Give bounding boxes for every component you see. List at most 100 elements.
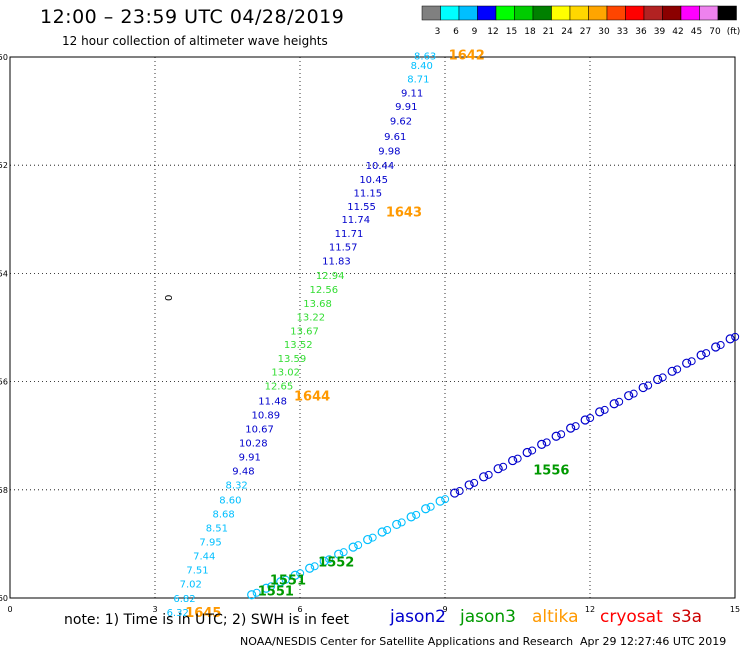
track-point: [711, 342, 721, 352]
track-point: [595, 407, 605, 417]
track-point: [354, 541, 363, 550]
track-point: [653, 374, 663, 385]
track-point: [267, 582, 276, 591]
colorbar-label: 27: [580, 27, 591, 37]
track-point: [702, 349, 711, 358]
track-point: [310, 562, 319, 571]
track-time-label: 1552: [318, 556, 354, 571]
track-point: [522, 447, 532, 458]
track-point: [624, 391, 634, 401]
track-point: [508, 455, 518, 466]
colorbar-swatch: [440, 5, 460, 21]
y-tick-label: -58: [0, 486, 8, 495]
track-point: [464, 480, 474, 490]
swh-value-label: 11.57: [329, 243, 358, 254]
colorbar-label: (ft): [727, 27, 740, 37]
track-point: [557, 430, 566, 439]
track-point: [629, 389, 638, 398]
swh-value-label: 13.59: [278, 354, 307, 365]
colorbar-swatch: [625, 5, 645, 21]
track-point: [406, 512, 416, 522]
colorbar-swatch: [421, 5, 441, 21]
x-tick-label: 9: [442, 605, 447, 614]
colorbar-label: 39: [654, 27, 666, 37]
colorbar-label: 70: [709, 27, 721, 37]
track-point: [377, 527, 387, 537]
colorbar-label: 18: [524, 27, 536, 37]
track-point: [609, 399, 619, 409]
colorbar-swatch: [643, 5, 663, 21]
swh-value-label: 11.15: [354, 189, 383, 200]
colorbar-swatch: [699, 5, 719, 21]
swh-value-label: 9.11: [401, 88, 423, 99]
track-point: [716, 340, 725, 349]
track-point: [325, 555, 334, 564]
track-point: [348, 542, 358, 552]
plot-frame: [9, 56, 736, 599]
track-point: [305, 563, 315, 573]
colorbar-label: 36: [635, 27, 647, 37]
swh-value-label: 7.02: [180, 580, 202, 591]
track-point: [397, 518, 406, 527]
y-tick-label: -52: [0, 161, 8, 170]
track-point: [493, 464, 503, 474]
footer-timestamp: Apr 29 12:27:46 UTC 2019: [580, 635, 727, 648]
track-point: [600, 405, 609, 414]
x-tick-label: 3: [152, 605, 157, 614]
colorbar: 3 6 9 12 15 18 21 24 27 30 33 36 39 42 45 70 (ft): [421, 5, 740, 37]
colorbar-label: 21: [543, 27, 554, 37]
track-point: [499, 462, 508, 471]
track-point: [667, 366, 677, 376]
track-point: [441, 495, 450, 504]
swh-value-label: 12.94: [316, 271, 345, 282]
track-point: [682, 358, 692, 368]
track-point: [339, 548, 348, 557]
track-point: [247, 590, 257, 600]
swh-value-label: 9.48: [232, 467, 254, 478]
track-point: [319, 556, 329, 566]
track-point: [412, 510, 421, 519]
colorbar-swatch: [551, 5, 571, 21]
colorbar-swatch: [514, 5, 534, 21]
legend-item-cryosat: cryosat: [600, 607, 663, 627]
footer-credit: NOAA/NESDIS Center for Satellite Applica…: [240, 635, 574, 648]
swh-value-label: 10.44: [366, 161, 395, 172]
swh-value-label: 8.40: [411, 61, 433, 72]
swh-value-label: 7.44: [193, 552, 215, 563]
swh-value-label: 8.68: [212, 509, 234, 520]
track-point: [580, 415, 590, 425]
track-point: [421, 504, 431, 514]
track-point: [450, 488, 460, 498]
swh-value-label: 9.62: [390, 117, 412, 128]
colorbar-label: 33: [617, 27, 628, 37]
colorbar-swatch: [588, 5, 608, 21]
swh-value-label: 13.67: [290, 327, 319, 338]
x-tick-label: 12: [585, 605, 595, 614]
swh-value-label: 9.91: [239, 453, 261, 464]
track-point: [276, 577, 286, 587]
track-time-label: 1642: [449, 49, 485, 64]
colorbar-label: 42: [672, 27, 683, 37]
track-point: [644, 381, 653, 390]
track-point: [435, 496, 445, 506]
track-point: [528, 446, 537, 455]
track-point: [261, 583, 271, 593]
page-title: 12:00 – 23:59 UTC 04/28/2019: [40, 6, 345, 28]
track-point: [368, 533, 377, 542]
track-point: [696, 350, 706, 360]
colorbar-swatch: [569, 5, 589, 21]
track-point: [731, 332, 740, 341]
x-tick-label: 15: [730, 605, 740, 614]
track-point: [725, 334, 735, 344]
track-point: [455, 487, 464, 496]
swh-value-label: 11.48: [258, 396, 287, 407]
colorbar-label: 30: [598, 27, 610, 37]
swh-value-label: 13.02: [271, 368, 300, 379]
track-point: [296, 569, 305, 578]
track-time-label: 1644: [294, 390, 330, 405]
swh-value-label: 8.32: [226, 481, 248, 492]
swh-value-label: 10.89: [252, 410, 281, 421]
track-point: [658, 373, 667, 382]
track-point: [638, 382, 648, 393]
